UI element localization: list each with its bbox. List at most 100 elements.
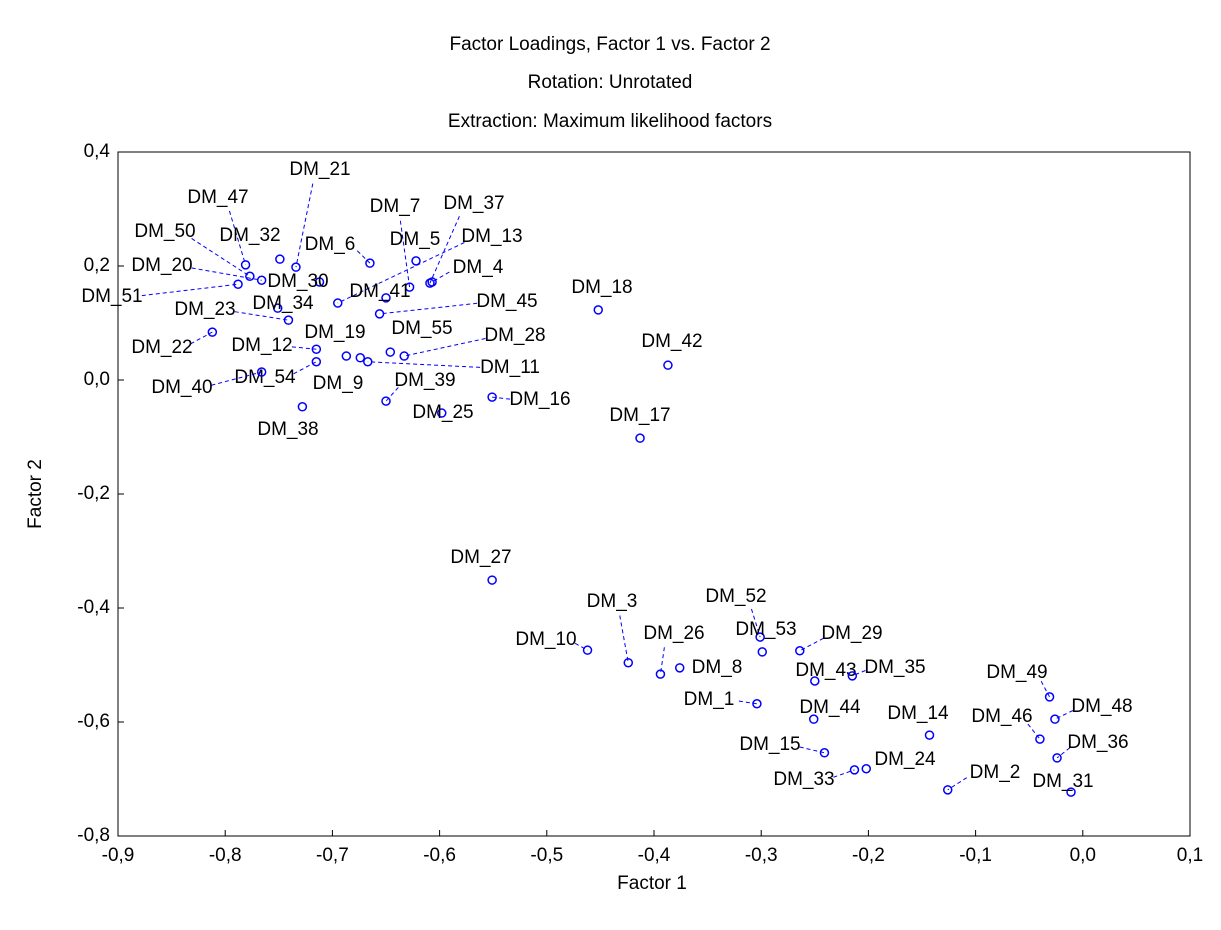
point xyxy=(314,277,325,287)
point-label: DM_11 xyxy=(480,357,540,378)
leader-line xyxy=(738,700,757,705)
point-label: DM_13 xyxy=(461,226,522,247)
point-label: DM_12 xyxy=(231,335,292,356)
point xyxy=(311,344,322,354)
point xyxy=(755,632,765,642)
point-label: DM_20 xyxy=(131,255,192,276)
leader-line xyxy=(429,216,460,284)
point-label: DM_6 xyxy=(305,234,356,255)
point xyxy=(272,303,283,313)
leader-line xyxy=(211,371,262,386)
leader-line xyxy=(234,311,289,321)
point xyxy=(411,256,421,266)
point xyxy=(752,699,762,709)
point xyxy=(808,714,819,724)
leader-line xyxy=(385,387,399,402)
point xyxy=(819,748,830,758)
x-tick-label: -0,5 xyxy=(530,845,563,866)
point-label: DM_43 xyxy=(795,660,856,681)
point-label: DM_38 xyxy=(257,419,318,440)
leader-line xyxy=(191,238,251,277)
point xyxy=(240,260,251,270)
point-label: DM_49 xyxy=(986,662,1047,683)
x-tick-label: -0,9 xyxy=(102,845,135,866)
point-label: DM_37 xyxy=(443,193,504,214)
leader-line xyxy=(337,242,465,304)
point-label: DM_14 xyxy=(887,703,949,724)
point-label: DM_9 xyxy=(313,373,364,394)
x-tick-label: -0,4 xyxy=(638,845,671,866)
point xyxy=(849,765,860,775)
y-tick-label: -0,6 xyxy=(77,711,110,732)
leader-line xyxy=(1054,710,1074,720)
x-tick-label: 0,0 xyxy=(1070,845,1096,866)
point xyxy=(1066,787,1076,797)
point-label: DM_47 xyxy=(187,187,248,208)
point-label: DM_40 xyxy=(151,377,212,398)
point-label: DM_44 xyxy=(799,697,861,718)
y-tick-label: 0,4 xyxy=(84,141,111,162)
point xyxy=(283,315,294,325)
y-tick-label: -0,8 xyxy=(77,825,110,846)
point xyxy=(427,277,437,287)
leader-line xyxy=(750,608,761,638)
leader-line xyxy=(1040,681,1051,698)
point-label: DM_30 xyxy=(267,271,328,292)
point xyxy=(593,305,604,315)
point-label: DM_15 xyxy=(739,734,800,755)
point-label: DM_42 xyxy=(641,331,702,352)
point xyxy=(582,645,593,655)
point xyxy=(256,367,267,377)
point-label: DM_46 xyxy=(971,706,1032,727)
leader-line xyxy=(295,183,314,268)
x-axis-label: Factor 1 xyxy=(617,873,687,894)
point-label: DM_10 xyxy=(515,629,576,650)
point-label: DM_16 xyxy=(509,389,570,410)
point xyxy=(399,351,409,361)
leader-line xyxy=(1056,747,1071,759)
point xyxy=(374,309,385,319)
y-tick-label: -0,4 xyxy=(77,597,110,618)
point-label: DM_8 xyxy=(692,657,743,678)
point-label: DM_48 xyxy=(1071,696,1132,717)
point xyxy=(291,262,301,272)
leader-line xyxy=(367,361,481,368)
point xyxy=(635,433,645,443)
point xyxy=(1035,734,1045,744)
point-label: DM_52 xyxy=(705,586,766,607)
point xyxy=(436,408,447,418)
leader-line xyxy=(619,615,629,663)
point xyxy=(333,298,343,308)
leader-line xyxy=(379,302,478,315)
point-label: DM_53 xyxy=(735,619,796,640)
y-tick-label: 0,2 xyxy=(84,255,110,276)
point-label: DM_7 xyxy=(370,196,421,217)
point xyxy=(245,271,255,282)
point-label: DM_45 xyxy=(476,291,537,312)
chart-subtitle: Rotation: Unrotated xyxy=(528,72,693,93)
point xyxy=(207,327,218,337)
point xyxy=(1050,714,1060,724)
point-label: DM_32 xyxy=(219,225,280,246)
point-label: DM_28 xyxy=(484,325,545,346)
point-label: DM_18 xyxy=(571,277,632,298)
point xyxy=(311,357,322,367)
x-tick-label: -0,6 xyxy=(423,845,456,866)
point xyxy=(1044,692,1055,702)
y-axis-label: Factor 2 xyxy=(25,459,46,529)
point-label: DM_29 xyxy=(821,623,882,644)
x-tick-label: -0,2 xyxy=(852,845,885,866)
point xyxy=(256,275,267,285)
leader-line xyxy=(356,250,371,264)
leader-line xyxy=(191,267,262,281)
point xyxy=(757,647,768,657)
point xyxy=(942,785,953,795)
point-label: DM_31 xyxy=(1032,771,1093,792)
point xyxy=(487,392,497,402)
point-label: DM_50 xyxy=(134,221,195,242)
leader-line xyxy=(833,769,855,778)
point xyxy=(341,351,352,361)
point xyxy=(810,676,820,686)
x-tick-label: -0,1 xyxy=(959,845,992,866)
